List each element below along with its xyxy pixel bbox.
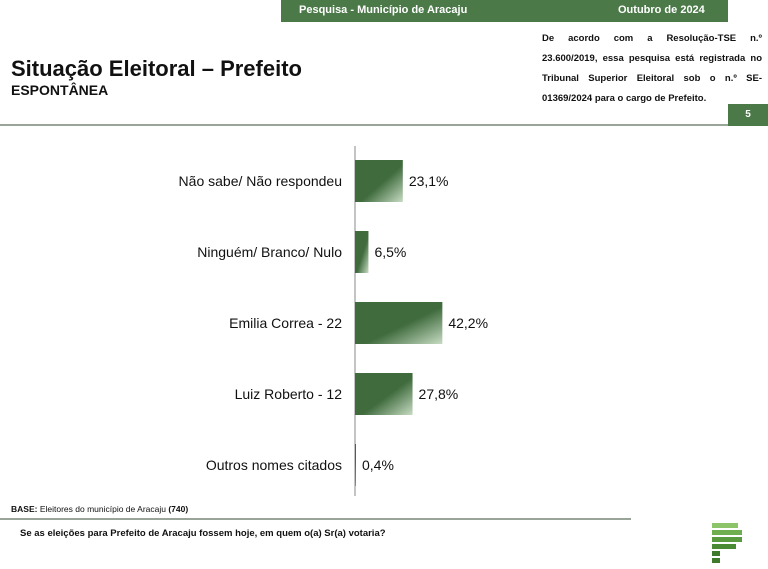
base-label: BASE:: [11, 504, 38, 514]
category-label: Emilia Correa - 22: [229, 315, 342, 331]
base-text: Eleitores do município de Aracaju: [37, 504, 169, 514]
survey-date: Outubro de 2024: [618, 4, 705, 16]
bar-chart: Não sabe/ Não respondeu 23,1% Ninguém/ Bra…: [179, 146, 488, 496]
bar: [355, 444, 356, 486]
footer-divider: [0, 518, 631, 520]
category-label: Ninguém/ Branco/ Nulo: [197, 244, 342, 260]
category-label: Não sabe/ Não respondeu: [179, 173, 342, 189]
survey-label: Pesquisa - Município de Aracaju: [299, 4, 468, 16]
page-number: 5: [728, 104, 768, 126]
header-bar: Pesquisa - Município de Aracaju Outubro …: [281, 0, 728, 22]
data-label: 6,5%: [374, 244, 406, 260]
data-label: 27,8%: [419, 386, 459, 402]
category-label: Outros nomes citados: [206, 457, 342, 473]
institute-logo-icon: [712, 523, 742, 563]
header-divider: [0, 124, 728, 126]
page-subtitle: ESPONTÂNEA: [11, 82, 109, 98]
base-note: BASE: Eleitores do município de Aracaju …: [11, 504, 188, 514]
base-count: (740): [168, 504, 189, 514]
bar: [355, 302, 443, 344]
bar: [355, 160, 403, 202]
data-label: 0,4%: [362, 457, 394, 473]
page-title: Situação Eleitoral – Prefeito: [11, 56, 302, 81]
legal-notice: De acordo com a Resolução-TSE n.º 23.600…: [542, 33, 762, 104]
category-label: Luiz Roberto - 12: [235, 386, 343, 402]
bars-layer: Não sabe/ Não respondeu 23,1% Ninguém/ Bra…: [179, 146, 488, 496]
bar: [355, 373, 413, 415]
data-label: 42,2%: [448, 315, 488, 331]
bar: [355, 231, 369, 273]
data-label: 23,1%: [409, 173, 449, 189]
survey-question: Se as eleições para Prefeito de Aracaju …: [20, 528, 386, 539]
